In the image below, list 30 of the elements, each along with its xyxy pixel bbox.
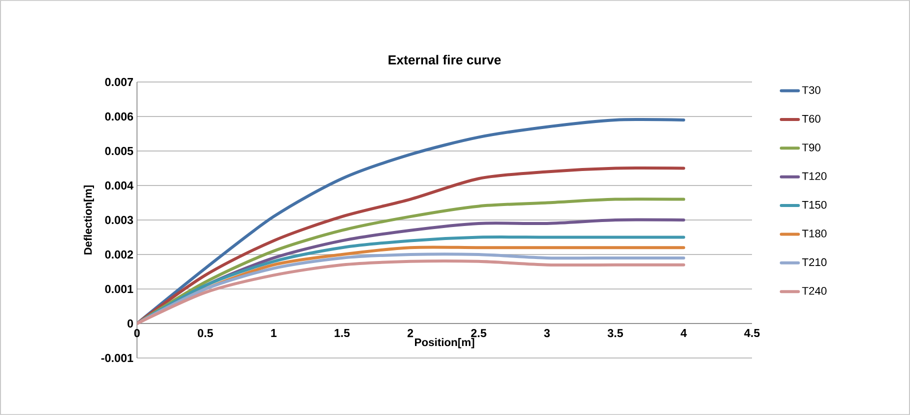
- y-tick-label: 0: [128, 319, 133, 328]
- x-tick-label: 3: [544, 329, 550, 338]
- y-tick-label: -0.001: [101, 354, 134, 362]
- x-tick-label: 1: [271, 329, 277, 337]
- x-axis-title: Position[m]: [414, 338, 474, 348]
- x-tick-label: 0.5: [198, 329, 214, 338]
- legend-label: T150: [802, 200, 826, 209]
- x-tick-label: 0: [134, 329, 140, 338]
- x-tick-label: 2.5: [471, 329, 486, 338]
- x-tick-label: 1.5: [334, 329, 350, 338]
- legend-label: T30: [802, 86, 820, 94]
- legend-label: T210: [802, 258, 826, 266]
- legend-label: T90: [802, 144, 820, 152]
- x-tick-label: 4: [680, 329, 687, 337]
- y-tick-label: 0.005: [105, 146, 134, 156]
- legend-label: T180: [802, 230, 826, 238]
- legend-label: T240: [802, 286, 826, 295]
- legend-label: T60: [802, 114, 820, 123]
- y-tick-label: 0.006: [105, 112, 134, 121]
- y-tick-label: 0.002: [105, 250, 133, 259]
- x-tick-label: 4.5: [744, 329, 760, 338]
- y-tick-label: 0.004: [105, 181, 134, 190]
- x-tick-label: 3.5: [608, 329, 624, 338]
- chart-title: External fire curve: [388, 54, 501, 64]
- y-tick-label: 0.007: [105, 78, 133, 86]
- y-axis-title: Deflection[m]: [84, 185, 94, 254]
- y-tick-label: 0.003: [105, 216, 134, 224]
- y-tick-label: 0.001: [105, 284, 134, 294]
- legend-label: T120: [802, 172, 826, 180]
- x-tick-label: 2: [408, 329, 414, 338]
